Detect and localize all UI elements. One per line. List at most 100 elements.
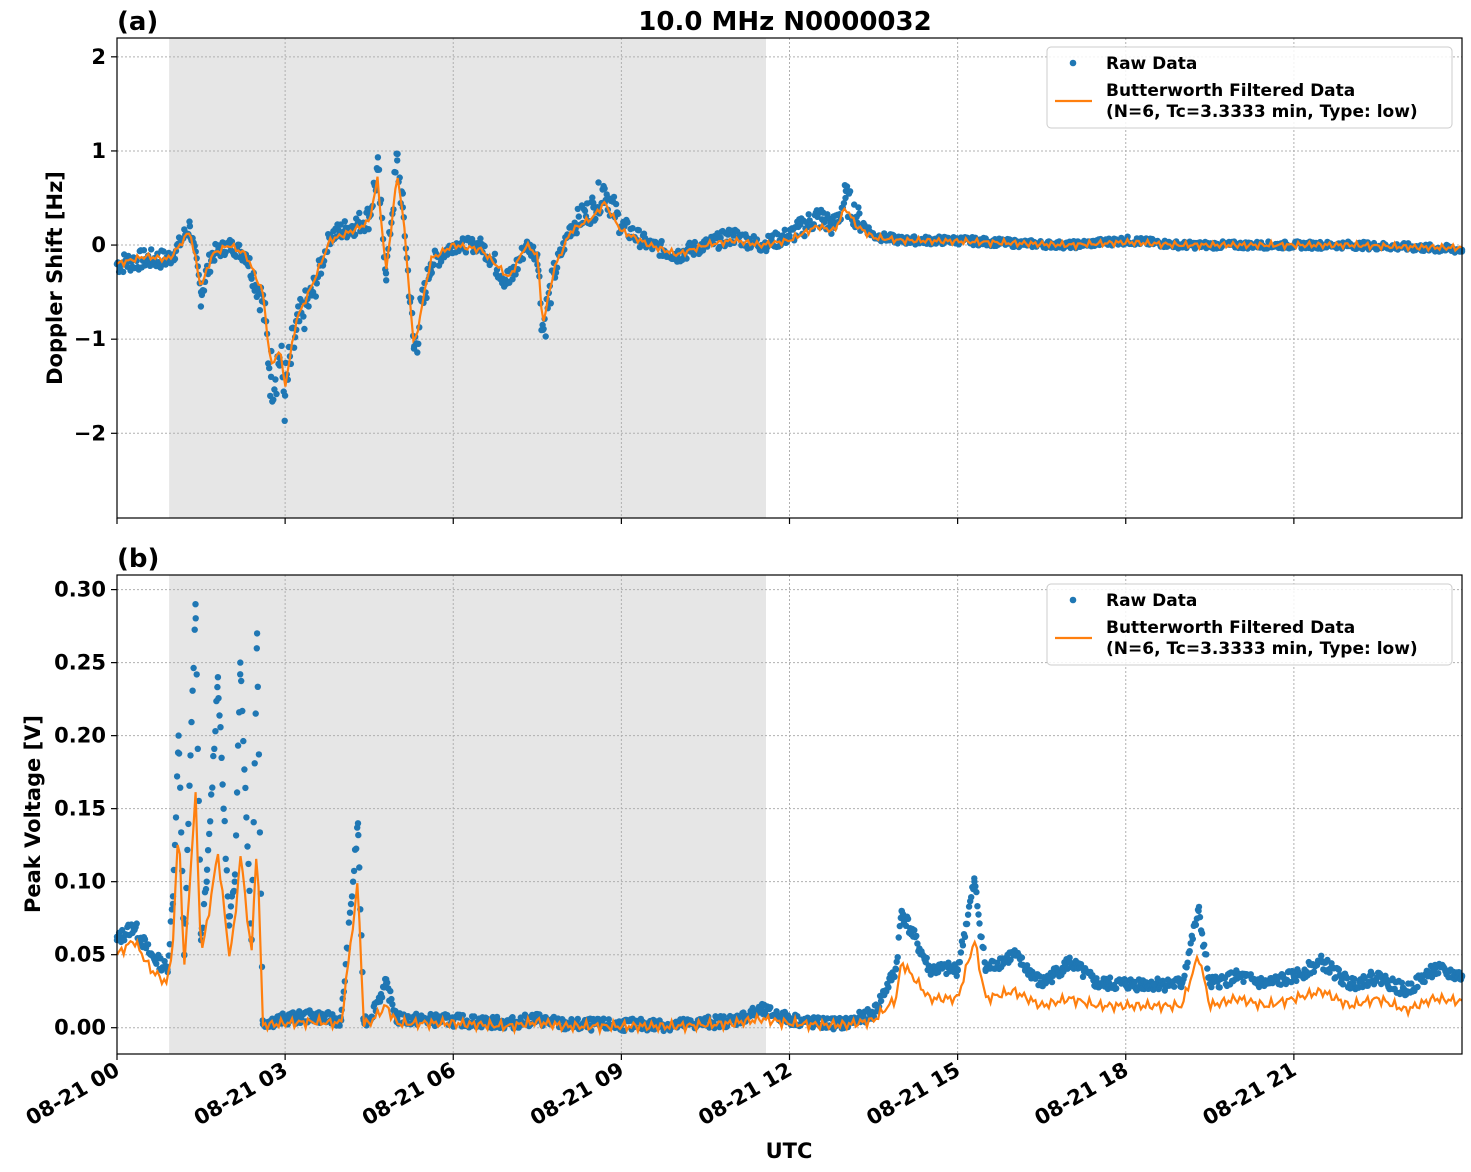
panel-b-ylabel: Peak Voltage [V] bbox=[21, 715, 45, 913]
raw-data-point bbox=[234, 742, 242, 749]
raw-data-point bbox=[1204, 965, 1211, 972]
raw-data-point bbox=[244, 843, 251, 850]
raw-data-point bbox=[610, 193, 618, 201]
x-tick-label: 08-21 00 bbox=[22, 1058, 124, 1131]
raw-data-point bbox=[601, 185, 608, 192]
raw-data-point bbox=[963, 920, 971, 928]
panel-b-label: (b) bbox=[117, 544, 159, 574]
raw-data-point bbox=[1171, 983, 1178, 990]
y-tick-label: 0.15 bbox=[54, 797, 106, 821]
raw-data-point bbox=[256, 307, 264, 314]
raw-data-point bbox=[1122, 980, 1130, 988]
raw-data-point bbox=[767, 1004, 774, 1011]
raw-data-point bbox=[1186, 948, 1193, 955]
raw-data-point bbox=[192, 601, 199, 608]
raw-data-point bbox=[238, 677, 245, 685]
raw-data-point bbox=[317, 270, 325, 277]
raw-data-point bbox=[392, 169, 399, 176]
raw-data-point bbox=[624, 219, 631, 226]
raw-data-point bbox=[1189, 935, 1197, 943]
raw-data-point bbox=[894, 954, 901, 961]
raw-data-point bbox=[222, 855, 229, 862]
raw-data-point bbox=[388, 995, 395, 1003]
y-tick-label: −2 bbox=[74, 421, 106, 445]
raw-data-point bbox=[547, 300, 554, 307]
raw-data-point bbox=[595, 179, 602, 186]
raw-data-point bbox=[1335, 966, 1343, 973]
raw-data-point bbox=[231, 871, 239, 878]
raw-data-point bbox=[898, 907, 905, 915]
raw-data-point bbox=[953, 972, 960, 979]
raw-data-point bbox=[382, 980, 390, 988]
raw-data-point bbox=[248, 275, 255, 282]
raw-data-point bbox=[251, 760, 258, 767]
raw-data-point bbox=[233, 789, 241, 796]
raw-data-point bbox=[965, 903, 973, 910]
raw-data-point bbox=[221, 817, 228, 825]
raw-data-point bbox=[758, 1007, 765, 1014]
y-tick-label: −1 bbox=[74, 327, 106, 351]
raw-data-point bbox=[781, 226, 788, 233]
raw-data-point bbox=[175, 750, 183, 757]
raw-data-point bbox=[786, 232, 793, 239]
raw-data-point bbox=[415, 340, 422, 347]
raw-data-point bbox=[614, 210, 622, 218]
panel-b-xticks: 08-21 00 08-21 03 08-21 06 08-21 09 08-21 12… bbox=[22, 1054, 1300, 1131]
raw-data-point bbox=[140, 247, 148, 254]
raw-data-point bbox=[840, 200, 848, 207]
panel-b-legend: Raw Data Butterworth Filtered Data (N=6,… bbox=[1046, 583, 1453, 666]
raw-data-point bbox=[542, 333, 549, 340]
raw-data-point bbox=[885, 984, 892, 991]
y-tick-label: 0.05 bbox=[54, 943, 106, 967]
raw-data-point bbox=[1402, 988, 1410, 995]
raw-data-point bbox=[1430, 966, 1438, 973]
raw-data-point bbox=[256, 829, 264, 836]
raw-data-point bbox=[846, 188, 854, 195]
raw-data-point bbox=[1318, 958, 1326, 966]
raw-data-point bbox=[356, 864, 363, 871]
raw-data-point bbox=[512, 271, 519, 278]
raw-data-point bbox=[200, 900, 208, 908]
raw-data-point bbox=[975, 911, 982, 918]
raw-data-point bbox=[923, 954, 930, 962]
raw-data-point bbox=[187, 752, 194, 759]
raw-data-point bbox=[1216, 984, 1223, 991]
y-tick-label: 0.00 bbox=[54, 1016, 106, 1040]
raw-data-point bbox=[217, 724, 224, 731]
raw-data-point bbox=[186, 223, 194, 230]
raw-data-point bbox=[214, 674, 222, 681]
x-tick-label: 08-21 18 bbox=[1030, 1058, 1132, 1131]
raw-data-point bbox=[724, 231, 732, 238]
raw-data-point bbox=[243, 814, 250, 821]
raw-data-point bbox=[193, 671, 200, 678]
raw-data-point bbox=[197, 303, 205, 310]
raw-data-point bbox=[211, 745, 218, 752]
raw-data-point bbox=[184, 846, 191, 854]
raw-data-point bbox=[313, 280, 320, 287]
raw-data-point bbox=[605, 1016, 612, 1023]
raw-data-point bbox=[904, 915, 912, 923]
raw-data-point bbox=[506, 279, 513, 286]
y-tick-label: 1 bbox=[91, 139, 106, 163]
raw-data-point bbox=[347, 900, 355, 908]
y-tick-label: 2 bbox=[91, 45, 106, 69]
raw-data-point bbox=[629, 225, 636, 232]
raw-data-point bbox=[185, 820, 192, 828]
raw-data-point bbox=[232, 832, 240, 839]
raw-data-point bbox=[911, 927, 918, 934]
raw-data-point bbox=[1203, 951, 1210, 958]
raw-data-point bbox=[1018, 954, 1026, 961]
raw-data-point bbox=[976, 920, 983, 927]
raw-data-point bbox=[144, 941, 152, 948]
raw-data-point bbox=[491, 250, 499, 257]
raw-data-point bbox=[204, 847, 212, 854]
raw-data-point bbox=[153, 960, 160, 967]
raw-data-point bbox=[250, 819, 257, 826]
x-tick-label: 08-21 12 bbox=[694, 1058, 796, 1131]
raw-data-point bbox=[223, 867, 230, 874]
raw-data-point bbox=[218, 754, 225, 761]
raw-data-point bbox=[716, 243, 723, 251]
raw-data-point bbox=[267, 373, 275, 380]
raw-data-point bbox=[191, 626, 198, 633]
raw-data-point bbox=[1346, 980, 1354, 988]
